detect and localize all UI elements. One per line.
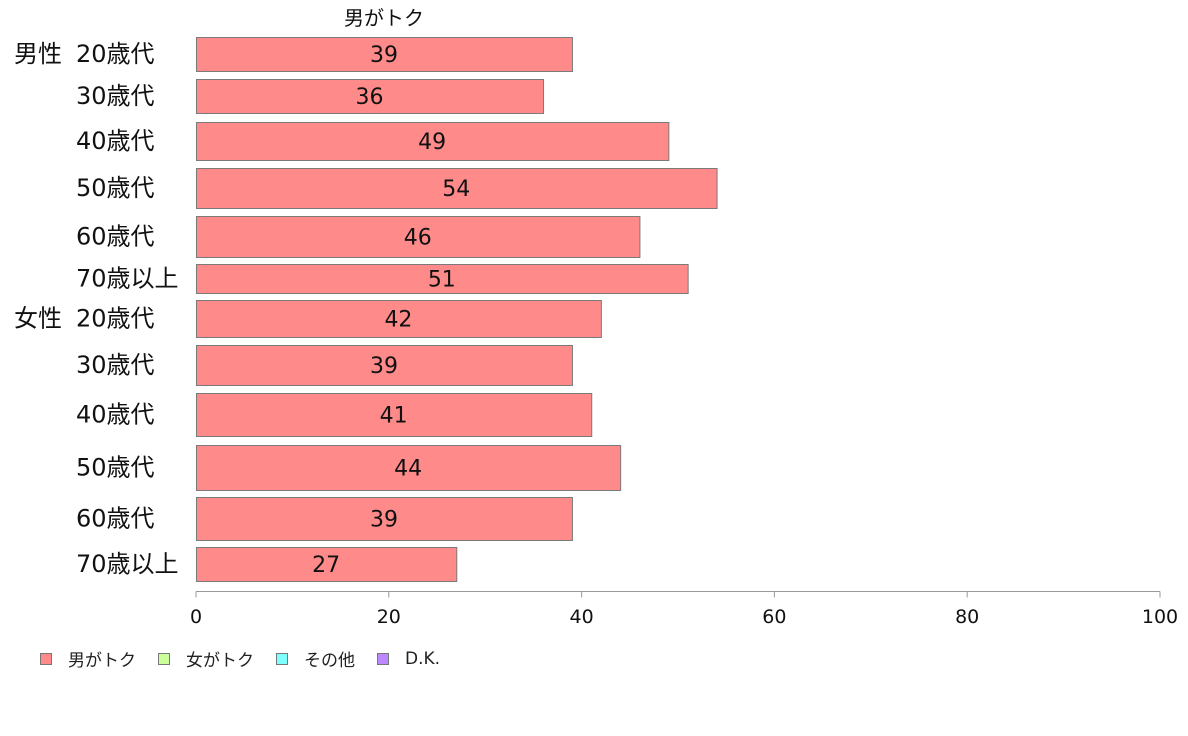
- legend-label: 男がトク: [68, 651, 136, 671]
- bar: [196, 547, 458, 582]
- data-label: 54: [442, 177, 470, 202]
- data-label: 42: [384, 308, 412, 333]
- legend-item-onna: 女がトク: [158, 646, 254, 671]
- category-labels: 20歳代男性30歳代40歳代50歳代60歳代70歳以上20歳代女性30歳代40歳…: [14, 40, 179, 578]
- legend: 男がトク 女がトク その他 D.K.: [40, 646, 462, 671]
- category-label: 30歳代: [76, 351, 155, 379]
- bar: [196, 264, 689, 294]
- legend-item-otoko: 男がトク: [40, 646, 136, 671]
- group-label: 男性: [14, 40, 62, 68]
- bar: [196, 216, 641, 258]
- category-label: 60歳代: [76, 223, 155, 251]
- legend-label: その他: [304, 651, 355, 671]
- bar: [196, 300, 602, 338]
- category-label: 50歳代: [76, 174, 155, 202]
- data-label: 39: [370, 508, 398, 533]
- x-tick-label: 100: [1142, 606, 1178, 628]
- data-label: 46: [404, 226, 432, 251]
- bar: [196, 37, 573, 72]
- category-label: 20歳代: [76, 305, 155, 333]
- bar: [196, 497, 573, 541]
- legend-item-other: その他: [276, 646, 355, 671]
- legend-swatch: [276, 652, 288, 665]
- category-label: 30歳代: [76, 82, 155, 110]
- x-tick-label: 60: [762, 606, 786, 628]
- bar: [196, 79, 545, 114]
- chart-title: 男がトク: [344, 6, 424, 30]
- category-label: 50歳代: [76, 454, 155, 482]
- bar: [196, 393, 593, 437]
- bar: [196, 345, 573, 386]
- data-label: 44: [394, 457, 422, 482]
- category-label: 70歳以上: [76, 550, 179, 578]
- legend-swatch: [377, 652, 389, 665]
- data-label: 36: [356, 85, 384, 110]
- bar: [196, 122, 670, 161]
- category-label: 40歳代: [76, 127, 155, 155]
- bar: [196, 445, 622, 491]
- x-tick-label: 20: [377, 606, 401, 628]
- bar: [196, 168, 718, 209]
- legend-swatch: [40, 652, 52, 665]
- legend-label: 女がトク: [186, 651, 254, 671]
- legend-item-dk: D.K.: [377, 649, 440, 669]
- x-tick-label: 80: [955, 606, 979, 628]
- data-label: 39: [370, 43, 398, 68]
- group-label: 女性: [14, 305, 62, 333]
- category-label: 40歳代: [76, 401, 155, 429]
- legend-label: D.K.: [405, 648, 441, 669]
- x-axis: 0 20 40 60 80 100: [190, 591, 1178, 628]
- data-label: 27: [312, 553, 340, 578]
- x-tick-label: 40: [570, 606, 594, 628]
- data-label: 49: [418, 130, 446, 155]
- x-tick-label: 0: [190, 606, 202, 628]
- legend-swatch: [158, 652, 170, 665]
- category-label: 60歳代: [76, 505, 155, 533]
- bars-layer: 39 36 49 54 46 51 42 39 41 44 39 27: [196, 37, 718, 582]
- category-label: 70歳以上: [76, 265, 179, 293]
- data-label: 51: [428, 268, 456, 293]
- data-label: 39: [370, 354, 398, 379]
- data-label: 41: [380, 404, 408, 429]
- category-label: 20歳代: [76, 40, 155, 68]
